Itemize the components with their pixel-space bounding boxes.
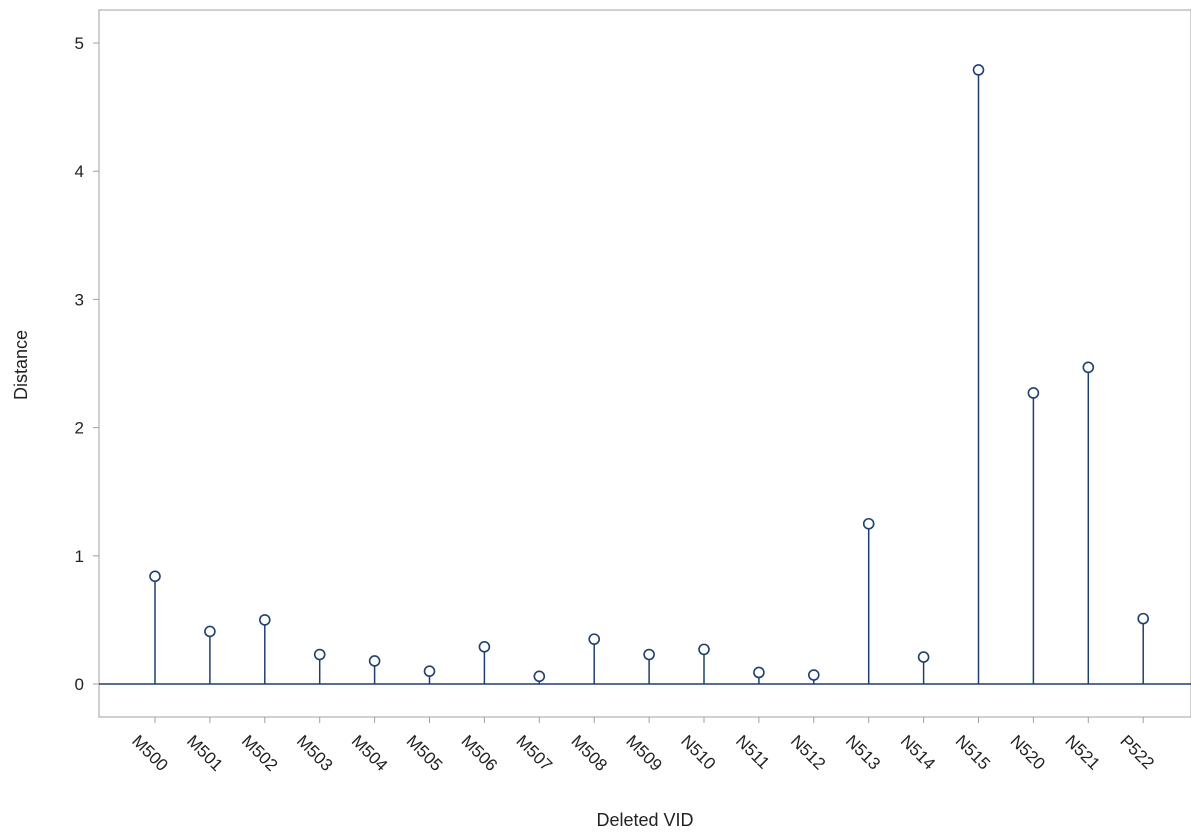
point-n514 [917,651,930,663]
x-tick-label: N514 [897,731,939,773]
point-m506 [478,641,491,653]
point-m504 [368,655,381,667]
x-tick-label: M502 [238,731,282,775]
x-tick-label: N511 [732,731,773,772]
point-m507 [533,670,546,683]
y-tick-label: 3 [75,290,84,309]
point-n512 [807,669,820,681]
plot-frame [98,9,1191,718]
x-tick-label: M504 [348,731,392,775]
point-p522 [1137,612,1149,625]
x-tick-label: P522 [1116,731,1158,773]
x-tick-label: M508 [567,731,611,775]
x-tick-label: M501 [183,731,227,775]
markers [149,64,1149,683]
y-axis: 0 1 2 3 4 5 [75,34,99,694]
needles [154,74,1144,684]
y-axis-label: Distance [11,330,31,400]
point-n513 [862,517,875,530]
x-tick-label: N521 [1061,731,1103,773]
point-n515 [972,64,985,76]
point-n520 [1027,387,1040,399]
y-tick-label: 5 [75,34,84,53]
x-tick-label: N515 [952,731,994,773]
x-tick-label: N513 [842,731,884,773]
point-m501 [204,625,216,638]
x-tick-label: M507 [512,731,556,775]
point-n511 [753,666,765,679]
x-tick-label: M503 [293,731,337,775]
x-tick-label: M505 [403,731,447,775]
x-tick-label: N510 [677,731,719,773]
x-tick-label: M506 [458,731,502,775]
x-tick-label: N520 [1007,731,1049,773]
y-tick-label: 4 [75,162,84,181]
x-tick-label: M500 [128,731,172,775]
point-n510 [698,643,710,656]
y-tick-label: 1 [75,547,84,566]
y-tick-label: 2 [75,419,84,438]
point-n521 [1082,361,1095,374]
x-tick-label: N512 [787,731,829,773]
y-tick-label: 0 [75,675,84,694]
x-axis-label: Deleted VID [596,810,693,830]
point-m502 [258,614,271,626]
point-m508 [588,633,601,645]
point-m505 [423,665,436,677]
x-axis: M500 M501 M502 M503 M504 M505 M506 M507 M508 M509… [128,717,1158,775]
x-tick-label: M509 [622,731,666,775]
point-m509 [643,648,655,661]
point-m503 [313,648,326,661]
point-m500 [149,570,161,583]
